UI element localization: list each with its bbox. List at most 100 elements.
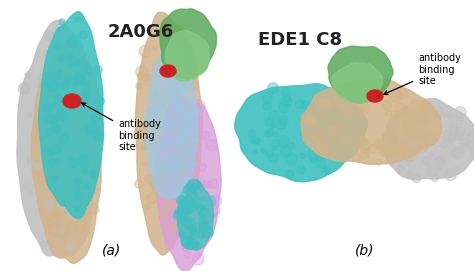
Circle shape xyxy=(178,168,186,176)
Circle shape xyxy=(55,115,60,120)
Circle shape xyxy=(265,132,270,137)
Circle shape xyxy=(189,139,195,145)
Circle shape xyxy=(181,111,190,120)
Circle shape xyxy=(177,188,186,197)
Circle shape xyxy=(78,51,84,57)
Circle shape xyxy=(55,130,59,135)
Circle shape xyxy=(429,151,434,156)
Circle shape xyxy=(296,100,304,108)
Circle shape xyxy=(53,125,61,133)
Circle shape xyxy=(331,138,335,142)
Circle shape xyxy=(360,140,371,151)
Circle shape xyxy=(155,97,166,108)
Circle shape xyxy=(75,126,86,137)
Circle shape xyxy=(51,118,57,124)
Circle shape xyxy=(184,195,194,206)
Circle shape xyxy=(51,132,55,137)
Polygon shape xyxy=(383,98,474,180)
Circle shape xyxy=(360,137,367,144)
Circle shape xyxy=(49,173,59,183)
Circle shape xyxy=(177,185,188,197)
Circle shape xyxy=(413,109,419,116)
Circle shape xyxy=(467,131,474,142)
Circle shape xyxy=(81,212,85,216)
Circle shape xyxy=(386,145,397,157)
Circle shape xyxy=(82,168,88,173)
Circle shape xyxy=(336,96,347,108)
Circle shape xyxy=(420,101,432,113)
Circle shape xyxy=(185,168,190,172)
Circle shape xyxy=(54,103,58,108)
Circle shape xyxy=(135,180,143,188)
Circle shape xyxy=(278,136,290,147)
Circle shape xyxy=(154,102,164,112)
Circle shape xyxy=(74,76,84,85)
Circle shape xyxy=(149,106,158,115)
Circle shape xyxy=(170,165,177,172)
Circle shape xyxy=(198,231,204,238)
Circle shape xyxy=(173,158,183,168)
Circle shape xyxy=(95,96,105,106)
Circle shape xyxy=(67,102,73,108)
Circle shape xyxy=(75,178,82,184)
Circle shape xyxy=(395,103,405,113)
Circle shape xyxy=(67,97,74,104)
Circle shape xyxy=(183,184,195,196)
Circle shape xyxy=(38,80,47,90)
Circle shape xyxy=(55,45,63,53)
Circle shape xyxy=(185,218,189,222)
Circle shape xyxy=(28,113,32,117)
Circle shape xyxy=(181,236,192,247)
Circle shape xyxy=(368,144,377,153)
Circle shape xyxy=(182,213,188,219)
Circle shape xyxy=(185,121,190,125)
Circle shape xyxy=(189,152,195,158)
Circle shape xyxy=(87,71,91,75)
Circle shape xyxy=(93,129,104,140)
Circle shape xyxy=(80,31,87,39)
Circle shape xyxy=(76,144,82,150)
Circle shape xyxy=(55,100,65,110)
Circle shape xyxy=(79,93,90,104)
Circle shape xyxy=(202,204,208,210)
Circle shape xyxy=(143,110,155,122)
Circle shape xyxy=(85,74,91,79)
Circle shape xyxy=(173,210,182,218)
Circle shape xyxy=(344,108,349,112)
Circle shape xyxy=(381,143,391,154)
Circle shape xyxy=(189,228,197,235)
Circle shape xyxy=(144,140,154,150)
Circle shape xyxy=(47,183,53,189)
Circle shape xyxy=(172,173,178,180)
Circle shape xyxy=(44,121,50,127)
Circle shape xyxy=(322,101,332,111)
Circle shape xyxy=(81,189,90,198)
Circle shape xyxy=(67,37,78,47)
Circle shape xyxy=(416,150,421,155)
Circle shape xyxy=(197,185,201,189)
Circle shape xyxy=(52,176,59,182)
Circle shape xyxy=(153,187,160,195)
Circle shape xyxy=(55,95,63,102)
Circle shape xyxy=(174,182,180,187)
Circle shape xyxy=(324,166,331,174)
Circle shape xyxy=(192,223,203,234)
Circle shape xyxy=(200,223,210,233)
Circle shape xyxy=(163,140,175,152)
Circle shape xyxy=(47,220,55,229)
Circle shape xyxy=(175,77,180,81)
Circle shape xyxy=(441,141,447,148)
Circle shape xyxy=(335,97,339,102)
Ellipse shape xyxy=(160,65,176,77)
Circle shape xyxy=(360,149,369,159)
Circle shape xyxy=(276,120,286,130)
Circle shape xyxy=(54,218,62,226)
Circle shape xyxy=(56,221,63,227)
Circle shape xyxy=(352,101,358,107)
Circle shape xyxy=(396,144,408,156)
Circle shape xyxy=(35,130,46,142)
Circle shape xyxy=(425,162,429,166)
Circle shape xyxy=(286,153,297,165)
Circle shape xyxy=(47,214,59,226)
Circle shape xyxy=(79,77,85,83)
